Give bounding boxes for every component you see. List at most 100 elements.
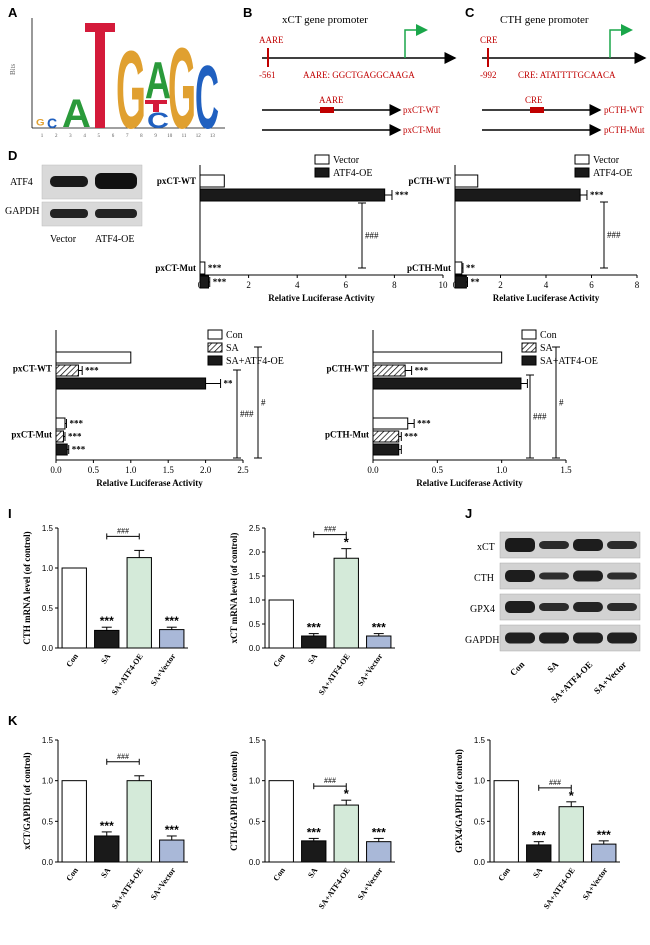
legend-label: SA	[540, 343, 554, 354]
category-label: Con	[271, 652, 287, 669]
bar	[199, 174, 225, 188]
category-label: pxCT-Mut	[11, 430, 52, 440]
y-tick-label: 1.0	[42, 777, 54, 786]
category-label: SA+ATF4-OE	[317, 866, 352, 911]
y-axis-label: CTH mRNA level (of control)	[22, 531, 32, 644]
bar	[61, 567, 87, 649]
bar	[55, 377, 207, 390]
bar	[372, 443, 400, 456]
legend-label: ATF4-OE	[593, 168, 632, 179]
bar	[159, 629, 185, 649]
significance-label: ***	[404, 432, 418, 442]
y-tick-label: 0.0	[249, 644, 261, 653]
bar	[199, 275, 210, 289]
x-axis-label: Relative Luciferase Activity	[96, 478, 203, 488]
bar	[526, 844, 552, 863]
bar	[126, 780, 152, 863]
legend-label: Vector	[333, 155, 360, 166]
bracket-label: ###	[365, 231, 379, 241]
category-label: pxCT-WT	[157, 176, 196, 186]
y-tick-label: 0.0	[249, 858, 261, 867]
y-axis-label: CTH/GAPDH (of control)	[229, 751, 239, 851]
legend: Con SA SA+ATF4-OE	[207, 329, 284, 367]
significance-label: ***	[72, 445, 86, 455]
x-tick-label: 8	[392, 280, 397, 290]
category-label: pCTH-WT	[326, 364, 369, 374]
significance-label: ***	[417, 419, 431, 429]
legend-label: SA+ATF4-OE	[540, 356, 598, 367]
category-label: SA	[531, 866, 544, 880]
panel-label-c: C	[465, 5, 475, 20]
legend-label: Con	[540, 330, 557, 341]
legend-swatch	[574, 167, 590, 178]
chart-I1: 0.0 0.5 1.0 1.5 CTH mRNA level (of control) C…	[22, 524, 188, 697]
significance-label: *	[344, 535, 350, 550]
bar	[372, 417, 409, 430]
y-axis-label: xCT/GAPDH (of control)	[22, 752, 32, 849]
category-label: SA	[99, 652, 112, 666]
legend-swatch	[314, 154, 330, 165]
bar	[454, 174, 479, 188]
y-tick-label: 1.0	[474, 777, 486, 786]
category-label: SA+Vector	[149, 866, 178, 902]
bar	[372, 377, 522, 390]
bar	[366, 841, 392, 863]
bar	[301, 635, 327, 649]
y-axis-label: xCT mRNA level (of control)	[229, 533, 239, 644]
legend-swatch	[207, 355, 223, 366]
category-label: pxCT-Mut	[155, 263, 196, 273]
bar	[55, 443, 68, 456]
chart-K1: 0.0 0.5 1.0 1.5 xCT/GAPDH (of control) Con ***…	[22, 736, 188, 911]
y-tick-label: 1.5	[249, 572, 261, 581]
bracket-label: ###	[549, 778, 561, 787]
y-tick-label: 1.5	[474, 736, 486, 745]
significance-label: ***	[597, 828, 611, 842]
category-label: SA+Vector	[356, 652, 385, 688]
significance-label: **	[224, 379, 234, 389]
category-label: Con	[271, 866, 287, 883]
x-tick-label: 2.0	[200, 465, 212, 475]
y-tick-label: 2.0	[249, 548, 261, 557]
bar	[591, 843, 617, 863]
x-axis-label: Relative Luciferase Activity	[268, 293, 375, 303]
category-label: Con	[64, 866, 80, 883]
legend: Vector ATF4-OE	[574, 154, 632, 179]
category-label: SA	[306, 652, 319, 666]
legend-swatch	[521, 342, 537, 353]
x-tick-label: 2	[246, 280, 251, 290]
y-tick-label: 1.5	[42, 736, 54, 745]
y-tick-label: 0.0	[42, 858, 54, 867]
legend-swatch	[574, 154, 590, 165]
category-label: SA+Vector	[149, 652, 178, 688]
bar	[199, 188, 386, 202]
category-label: SA+Vector	[581, 866, 610, 902]
bar	[55, 364, 79, 377]
y-tick-label: 1.0	[249, 777, 261, 786]
bar	[366, 635, 392, 649]
significance-label: ***	[532, 829, 546, 843]
y-tick-label: 0.5	[474, 817, 486, 826]
category-label: SA	[99, 866, 112, 880]
panel-label-i: I	[8, 506, 12, 521]
bracket-label: #	[559, 398, 564, 408]
significance-label: ***	[100, 819, 114, 833]
x-axis-label: Relative Luciferase Activity	[493, 293, 600, 303]
significance-label: *	[344, 786, 350, 801]
significance-label: ***	[100, 614, 114, 628]
bar	[493, 780, 519, 863]
bar	[454, 261, 463, 275]
x-tick-label: 2.5	[237, 465, 249, 475]
legend: Con SA SA+ATF4-OE	[521, 329, 598, 367]
bar	[94, 629, 120, 649]
y-tick-label: 1.5	[249, 736, 261, 745]
bar	[454, 275, 467, 289]
bar	[301, 840, 327, 863]
bracket-label: ###	[240, 409, 254, 419]
x-tick-label: 10	[439, 280, 449, 290]
significance-label: ***	[165, 614, 179, 628]
panel-label-j: J	[465, 506, 473, 521]
bar	[454, 188, 581, 202]
category-label: SA+ATF4-OE	[110, 652, 145, 697]
